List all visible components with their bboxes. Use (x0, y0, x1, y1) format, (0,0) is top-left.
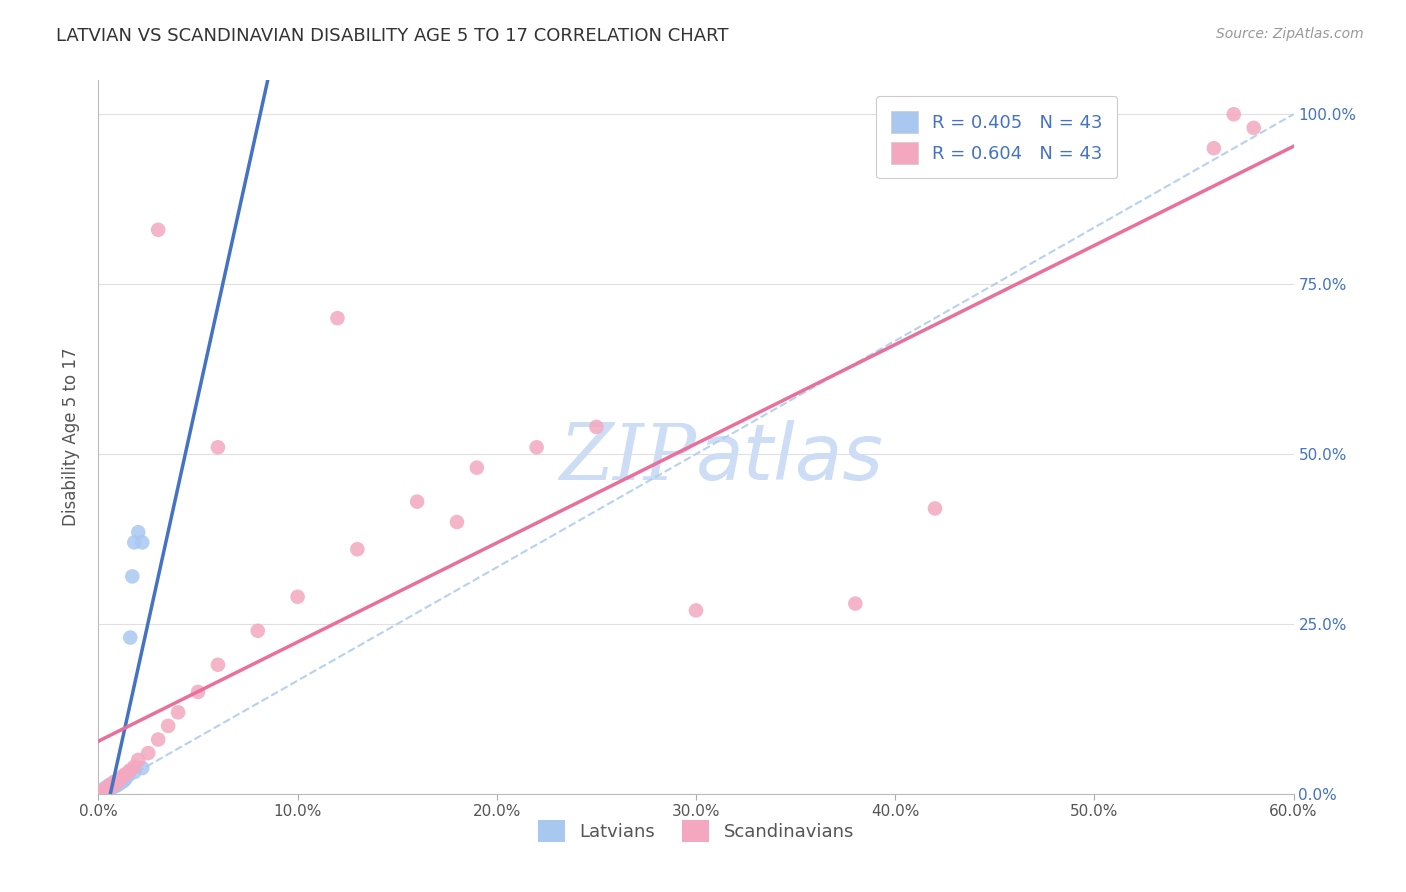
Point (93, 781, 115, 796)
Point (124, 535, 146, 549)
Point (110, 773, 132, 788)
Point (1243, 120, 1265, 135)
Point (131, 535, 153, 549)
Point (93, 783, 115, 797)
Point (685, 603, 707, 617)
Point (187, 685, 209, 699)
Point (103, 777, 125, 791)
Point (98, 780, 122, 794)
Point (98, 777, 122, 791)
Point (97, 781, 120, 796)
Point (96, 784, 118, 798)
Point (127, 753, 149, 767)
Point (131, 761, 153, 775)
Point (96, 780, 118, 795)
Point (117, 768, 139, 782)
Point (157, 719, 180, 733)
Point (97, 780, 120, 795)
Point (110, 772, 132, 786)
Point (107, 777, 129, 791)
Point (97, 781, 120, 796)
Y-axis label: Disability Age 5 to 17: Disability Age 5 to 17 (62, 348, 80, 526)
Point (207, 440, 229, 454)
Point (924, 501, 946, 516)
Point (107, 773, 129, 788)
Point (98, 781, 122, 796)
Point (346, 542, 368, 557)
Point (111, 772, 134, 786)
Point (107, 774, 129, 789)
Point (110, 776, 132, 790)
Point (91, 785, 114, 799)
Point (1223, 107, 1246, 121)
Point (103, 780, 125, 794)
Point (101, 779, 124, 793)
Point (326, 311, 349, 326)
Point (121, 569, 143, 583)
Text: LATVIAN VS SCANDINAVIAN DISABILITY AGE 5 TO 17 CORRELATION CHART: LATVIAN VS SCANDINAVIAN DISABILITY AGE 5… (56, 27, 728, 45)
Point (585, 420, 607, 434)
Point (246, 624, 269, 638)
Point (103, 777, 125, 791)
Point (107, 773, 129, 788)
Legend: Latvians, Scandinavians: Latvians, Scandinavians (530, 813, 862, 849)
Point (101, 780, 124, 795)
Text: ZIP: ZIP (558, 420, 696, 497)
Point (167, 706, 190, 720)
Point (207, 657, 229, 672)
Point (111, 774, 134, 789)
Point (97, 782, 120, 797)
Point (96, 782, 118, 797)
Point (103, 776, 125, 790)
Point (120, 631, 142, 645)
Point (105, 776, 128, 790)
Point (136, 746, 159, 760)
Point (93, 783, 115, 797)
Point (98, 780, 122, 794)
Text: atlas: atlas (696, 420, 884, 497)
Point (101, 778, 124, 792)
Point (127, 525, 149, 540)
Point (287, 590, 309, 604)
Point (112, 771, 135, 785)
Point (465, 460, 488, 475)
Point (112, 773, 135, 788)
Point (120, 763, 142, 777)
Point (96, 782, 118, 797)
Point (148, 732, 170, 747)
Point (124, 765, 146, 780)
Point (111, 772, 134, 786)
Point (105, 779, 128, 793)
Point (446, 515, 468, 529)
Point (1202, 141, 1225, 155)
Point (97, 780, 120, 794)
Point (112, 768, 135, 782)
Point (98, 780, 122, 794)
Point (91, 785, 114, 799)
Point (97, 779, 120, 793)
Point (115, 771, 138, 785)
Text: Source: ZipAtlas.com: Source: ZipAtlas.com (1216, 27, 1364, 41)
Point (406, 494, 429, 508)
Point (96, 782, 118, 797)
Point (526, 440, 548, 454)
Point (148, 223, 170, 237)
Point (98, 778, 122, 792)
Point (117, 765, 139, 780)
Point (101, 779, 124, 793)
Point (844, 597, 866, 611)
Point (105, 774, 128, 789)
Point (105, 776, 128, 790)
Point (111, 770, 134, 784)
Point (117, 768, 139, 782)
Point (103, 774, 125, 789)
Point (124, 760, 146, 774)
